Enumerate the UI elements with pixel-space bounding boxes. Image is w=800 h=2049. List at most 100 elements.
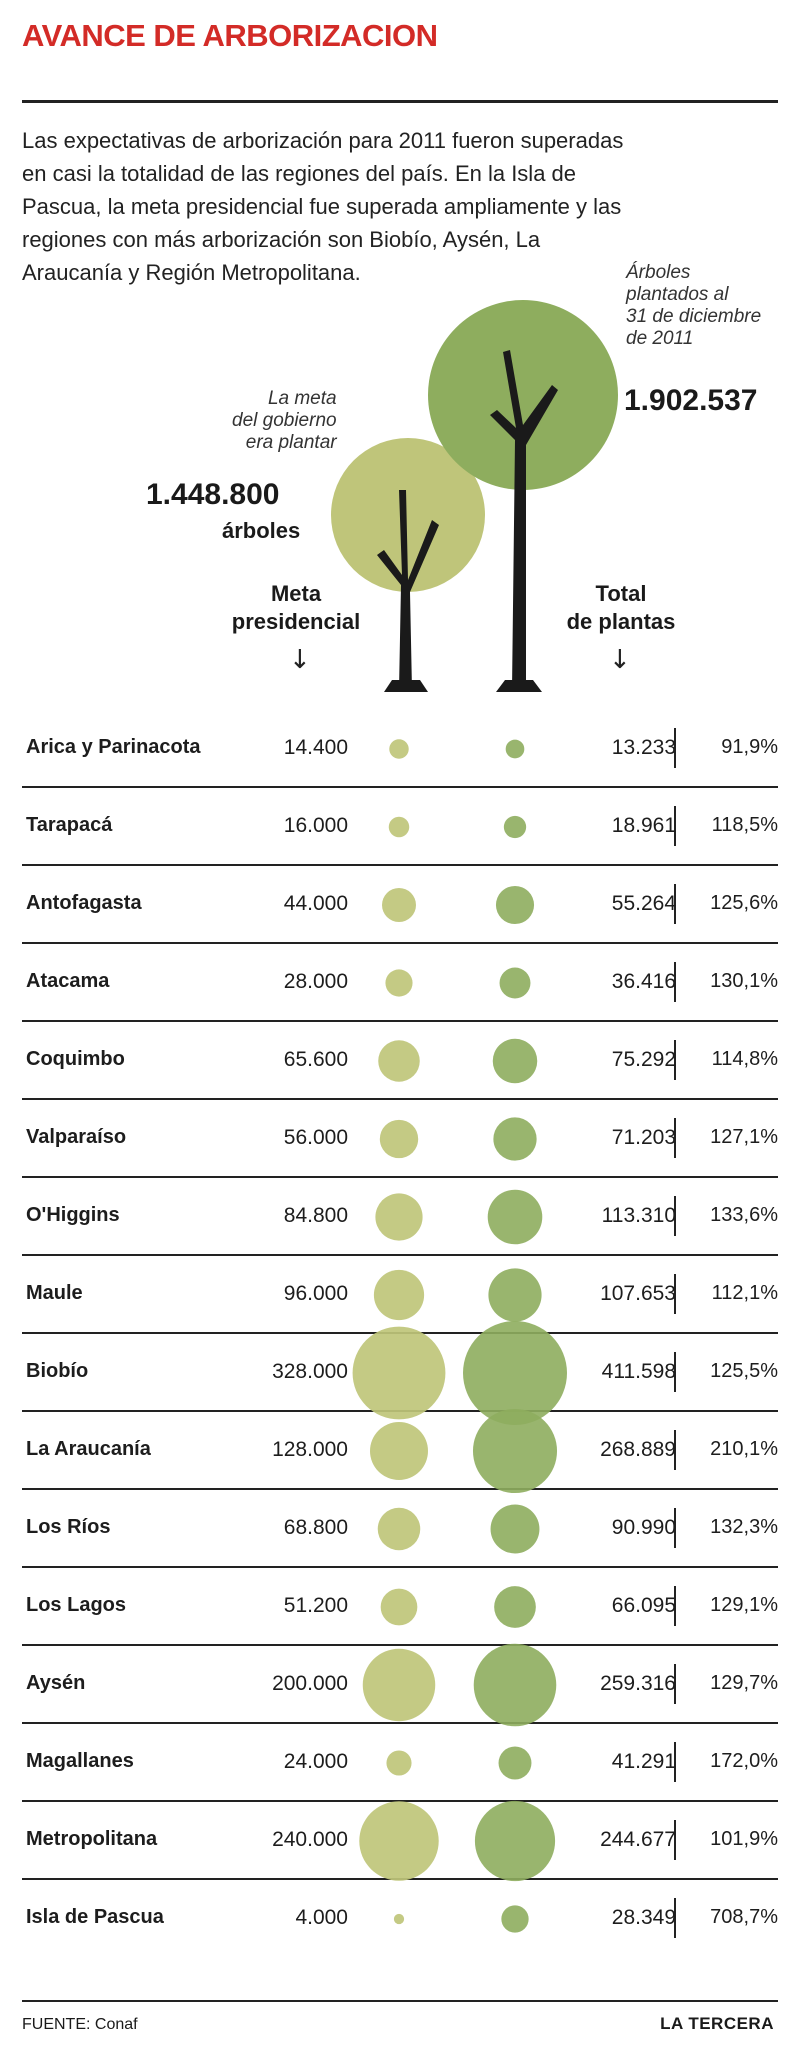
percent-value: 132,3%	[710, 1516, 778, 1538]
total-value: 113.310	[601, 1204, 676, 1227]
table-row: O'Higgins 84.800 113.310 133,6%	[22, 1178, 778, 1256]
percent-value: 125,6%	[710, 892, 778, 914]
total-value: 28.349	[611, 1906, 676, 1929]
cell-separator	[674, 1196, 676, 1236]
goal-note-line: La meta	[267, 388, 337, 409]
table-row: Maule 96.000 107.653 112,1%	[22, 1256, 778, 1334]
total-value: 90.990	[611, 1516, 676, 1539]
percent-value: 708,7%	[710, 1906, 778, 1928]
region-name: Biobío	[26, 1360, 89, 1382]
cell-separator	[674, 806, 676, 846]
meta-value: 14.400	[283, 736, 348, 759]
region-name: O'Higgins	[26, 1204, 120, 1226]
cell-separator	[674, 728, 676, 768]
total-value: 71.203	[611, 1126, 676, 1149]
table-row: Valparaíso 56.000 71.203 127,1%	[22, 1100, 778, 1178]
percent-value: 130,1%	[710, 970, 778, 992]
planted-note: Árboles plantados al 31 de diciembre de …	[626, 262, 761, 350]
cell-separator	[674, 1430, 676, 1470]
total-header-line: de plantas	[566, 609, 676, 634]
percent-value: 129,1%	[710, 1594, 778, 1616]
planted-value: 1.902.537	[624, 384, 758, 417]
cell-separator	[674, 1898, 676, 1938]
total-value: 41.291	[611, 1750, 676, 1773]
total-value: 244.677	[600, 1828, 676, 1851]
percent-value: 133,6%	[710, 1204, 778, 1226]
total-header-line: Total	[595, 581, 647, 606]
cell-separator	[674, 1118, 676, 1158]
row-divider	[22, 1722, 778, 1724]
cell-separator	[674, 1274, 676, 1314]
planted-note-line: Árboles	[626, 262, 691, 283]
table-row: Atacama 28.000 36.416 130,1%	[22, 944, 778, 1022]
goal-tree-crown	[331, 438, 485, 592]
region-name: Aysén	[26, 1672, 86, 1694]
meta-value: 200.000	[272, 1672, 348, 1695]
meta-column-header: Meta presidencial	[216, 580, 376, 636]
total-value: 259.316	[600, 1672, 676, 1695]
meta-value: 96.000	[283, 1282, 348, 1305]
meta-value: 328.000	[272, 1360, 348, 1383]
percent-value: 210,1%	[710, 1438, 778, 1460]
cell-separator	[674, 1040, 676, 1080]
percent-value: 129,7%	[710, 1672, 778, 1694]
table-row: Los Lagos 51.200 66.095 129,1%	[22, 1568, 778, 1646]
row-divider	[22, 1098, 778, 1100]
table-row: Los Ríos 68.800 90.990 132,3%	[22, 1490, 778, 1568]
meta-arrow-icon: ↓	[289, 645, 311, 675]
goal-unit: árboles	[222, 518, 301, 543]
region-name: Magallanes	[26, 1750, 134, 1772]
row-divider	[22, 1176, 778, 1178]
percent-value: 118,5%	[711, 814, 778, 836]
table-row: La Araucanía 128.000 268.889 210,1%	[22, 1412, 778, 1490]
meta-value: 65.600	[283, 1048, 348, 1071]
tree-illustration	[331, 300, 618, 692]
goal-note-line: del gobierno	[232, 410, 337, 431]
meta-value: 24.000	[283, 1750, 348, 1773]
meta-value: 16.000	[283, 814, 348, 837]
table-row: Biobío 328.000 411.598 125,5%	[22, 1334, 778, 1412]
total-value: 13.233	[611, 736, 676, 759]
cell-separator	[674, 1664, 676, 1704]
page-title: AVANCE DE ARBORIZACION	[22, 18, 438, 53]
row-divider	[22, 786, 778, 788]
planted-note-line: de 2011	[626, 328, 694, 349]
region-name: Antofagasta	[26, 892, 142, 914]
bottom-divider	[22, 2000, 778, 2002]
region-name: Tarapacá	[26, 814, 113, 836]
total-value: 107.653	[600, 1282, 676, 1305]
row-divider	[22, 1800, 778, 1802]
goal-value: 1.448.800	[146, 478, 280, 511]
meta-value: 128.000	[272, 1438, 348, 1461]
region-name: Maule	[26, 1282, 83, 1304]
percent-value: 101,9%	[710, 1828, 778, 1850]
cell-separator	[674, 962, 676, 1002]
row-divider	[22, 1254, 778, 1256]
brand-logo: LA TERCERA	[660, 2014, 774, 2033]
total-arrow-icon: ↓	[609, 645, 631, 675]
percent-value: 114,8%	[711, 1048, 778, 1070]
cell-separator	[674, 1820, 676, 1860]
cell-separator	[674, 1508, 676, 1548]
planted-tree-crown	[428, 300, 618, 490]
goal-note: La meta del gobierno era plantar	[232, 388, 337, 454]
cell-separator	[674, 1742, 676, 1782]
total-value: 75.292	[611, 1048, 676, 1071]
row-divider	[22, 1644, 778, 1646]
region-name: Atacama	[26, 970, 110, 992]
percent-value: 172,0%	[710, 1750, 778, 1772]
percent-value: 125,5%	[710, 1360, 778, 1382]
total-value: 268.889	[600, 1438, 676, 1461]
region-name: Valparaíso	[26, 1126, 127, 1148]
table-row: Aysén 200.000 259.316 129,7%	[22, 1646, 778, 1724]
table-row: Arica y Parinacota 14.400 13.233 91,9%	[22, 710, 778, 788]
table-row: Magallanes 24.000 41.291 172,0%	[22, 1724, 778, 1802]
total-value: 66.095	[611, 1594, 676, 1617]
cell-separator	[674, 1352, 676, 1392]
meta-header-line: presidencial	[231, 609, 361, 634]
source-note: FUENTE: Conaf	[22, 2016, 138, 2033]
meta-header-line: Meta	[270, 581, 322, 606]
region-name: Isla de Pascua	[26, 1906, 164, 1928]
meta-value: 51.200	[283, 1594, 348, 1617]
